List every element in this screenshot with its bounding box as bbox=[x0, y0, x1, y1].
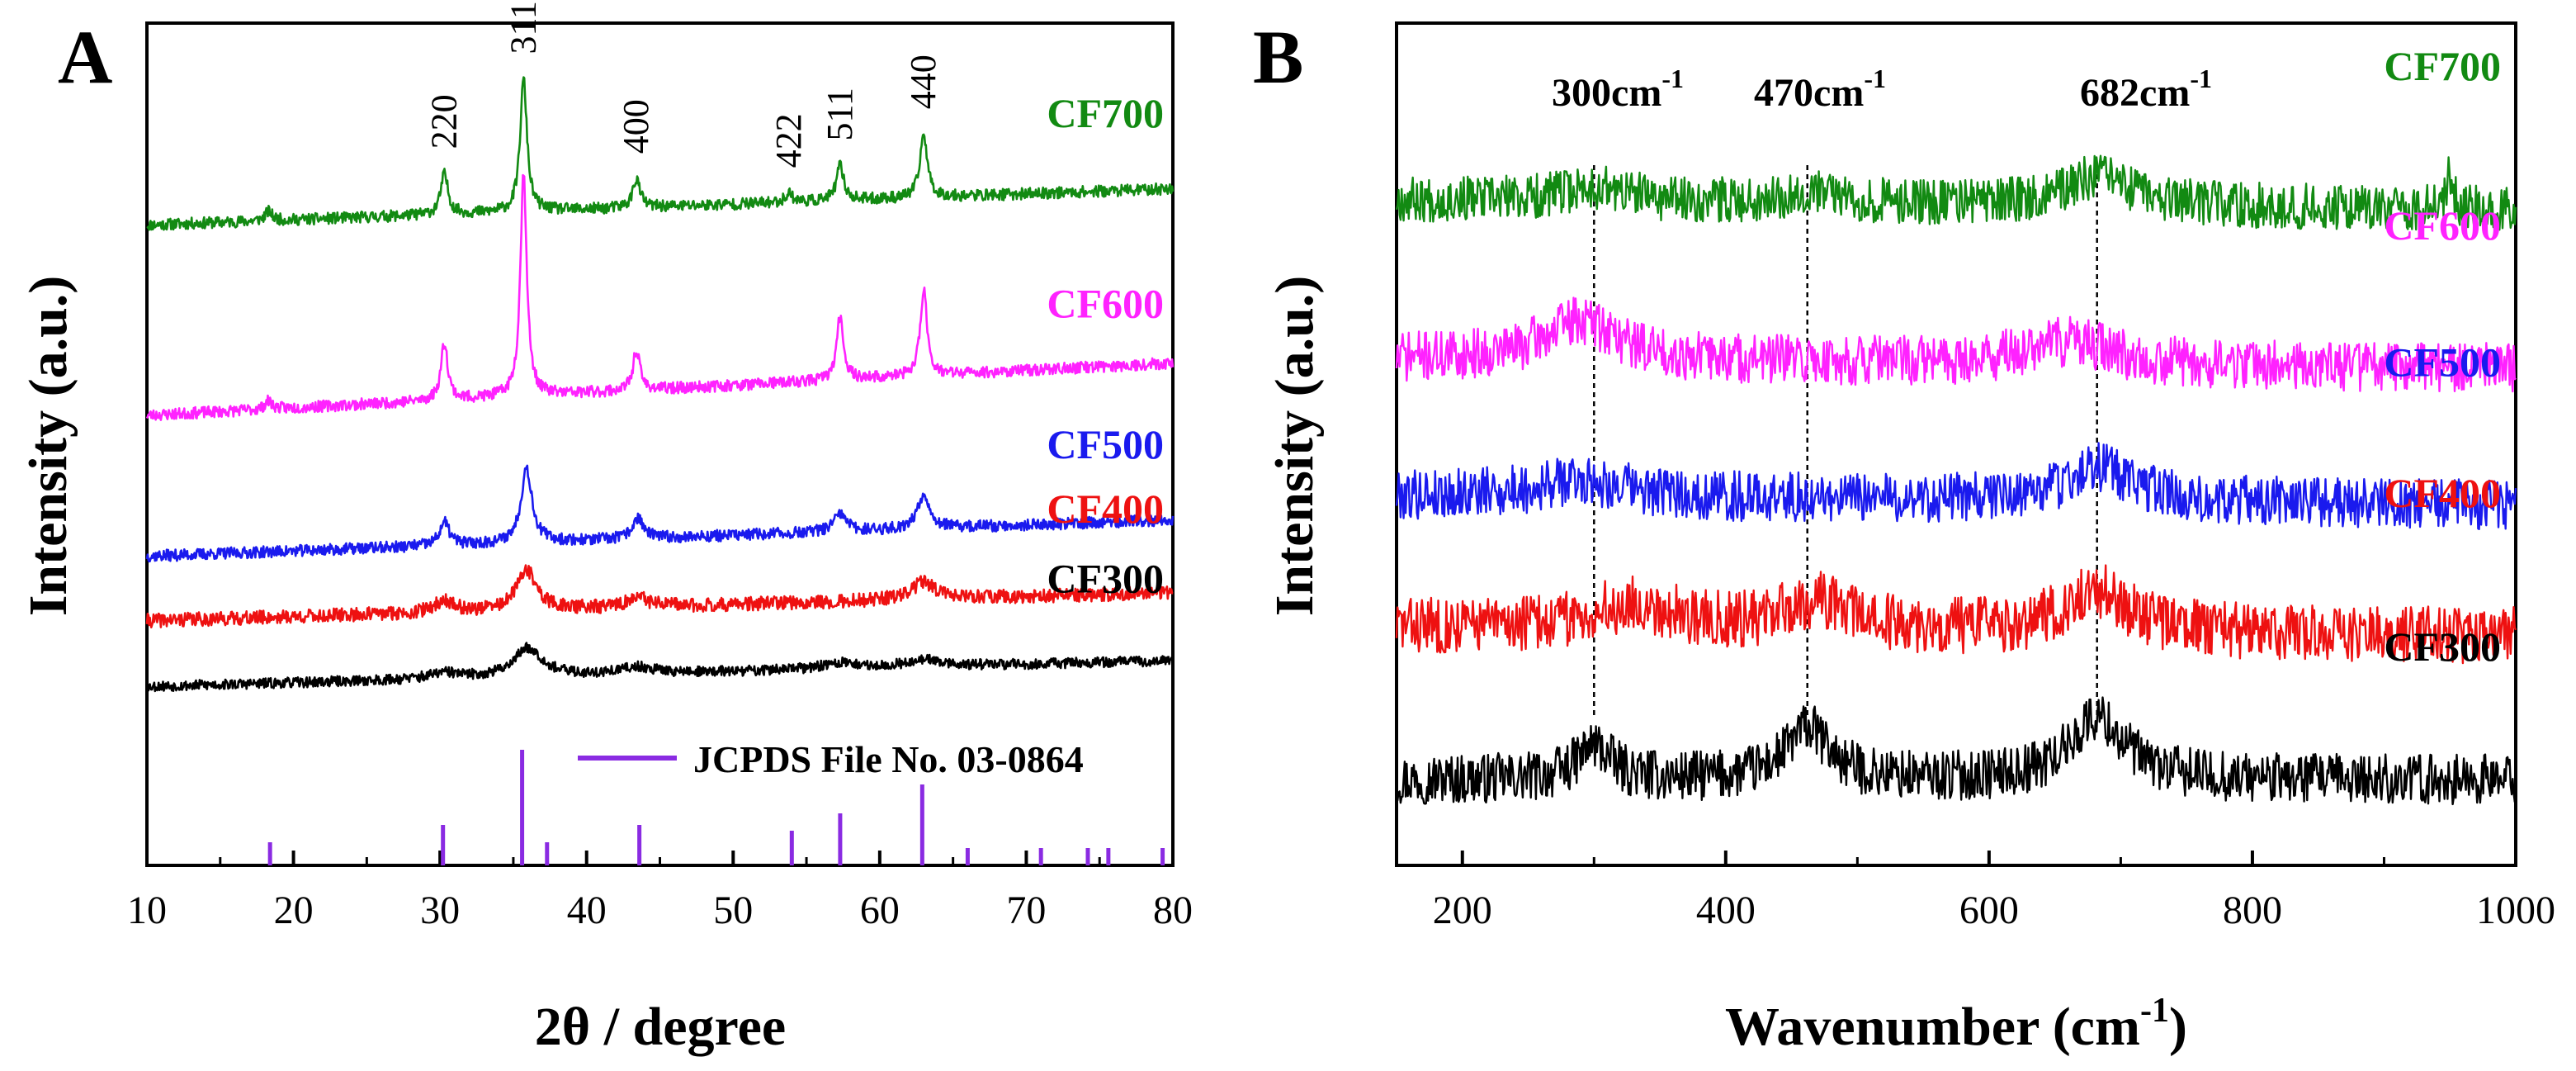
series-line-cf300 bbox=[1395, 696, 2517, 806]
panel-a-reference-legend: JCPDS File No. 03-0864 bbox=[578, 738, 1084, 780]
x-tick-label: 30 bbox=[420, 889, 460, 932]
peak-marker-label-sup: -1 bbox=[2190, 64, 2212, 93]
series-label-cf700: CF700 bbox=[1047, 90, 1164, 136]
panel-a-peak-labels: 220 311 400 422 511 440 bbox=[423, 1, 943, 168]
series-line-cf400 bbox=[1395, 564, 2517, 665]
series-label-cf600: CF600 bbox=[1047, 280, 1164, 326]
peak-label: 511 bbox=[820, 88, 860, 140]
series-label-cf700: CF700 bbox=[2384, 43, 2501, 89]
series-line-cf600 bbox=[145, 173, 1175, 421]
panel-a-y-axis-label: Intensity (a.u.) bbox=[18, 276, 78, 617]
x-tick-label: 70 bbox=[1006, 889, 1046, 932]
panel-b: B Intensity (a.u.) Wavenumber (cm-1) 200… bbox=[1253, 15, 2555, 1057]
series-line-cf500 bbox=[145, 464, 1175, 563]
peak-label: 220 bbox=[423, 94, 464, 149]
panel-a-x-ticks: 10 20 30 40 50 60 70 80 bbox=[127, 851, 1193, 932]
x-tick-label: 600 bbox=[1959, 889, 2019, 932]
peak-marker-label: 300cm-1 bbox=[1552, 64, 1684, 115]
series-line-cf600 bbox=[1395, 296, 2517, 393]
panel-b-x-ticks: 200 400 600 800 1000 bbox=[1433, 851, 2555, 932]
x-tick-label: 40 bbox=[567, 889, 607, 932]
x-tick-label: 10 bbox=[127, 889, 167, 932]
panel-b-peak-markers: 300cm-1 470cm-1 682cm-1 bbox=[1552, 64, 2212, 718]
peak-marker-label: 470cm-1 bbox=[1754, 64, 1886, 115]
panel-a-x-axis-label: 2θ / degree bbox=[535, 997, 786, 1057]
series-label-cf400: CF400 bbox=[2384, 470, 2501, 516]
series-label-cf500: CF500 bbox=[1047, 421, 1164, 467]
panel-b-plot-frame bbox=[1395, 21, 2517, 867]
x-tick-label: 800 bbox=[2223, 889, 2282, 932]
panel-b-label: B bbox=[1253, 15, 1303, 99]
peak-marker-label: 682cm-1 bbox=[2080, 64, 2212, 115]
x-tick-label: 1000 bbox=[2476, 889, 2555, 932]
panel-a-label: A bbox=[58, 15, 112, 99]
panel-a-series: CF700 CF600 CF500 CF400 CF300 bbox=[145, 76, 1175, 693]
panel-a-reference-bars bbox=[267, 750, 1165, 865]
panel-b-series: CF700 CF600 CF500 CF400 CF300 bbox=[1395, 43, 2517, 806]
peak-label: 440 bbox=[903, 54, 943, 109]
peak-label: 422 bbox=[768, 113, 809, 168]
panel-b-x-axis-label: Wavenumber (cm-1) bbox=[1725, 992, 2187, 1057]
panel-b-y-axis-label: Intensity (a.u.) bbox=[1264, 276, 1325, 617]
series-label-cf300: CF300 bbox=[1047, 556, 1164, 602]
series-line-cf400 bbox=[145, 564, 1174, 628]
peak-marker-label-base: 470cm bbox=[1754, 71, 1864, 115]
series-line-cf300 bbox=[145, 642, 1175, 693]
series-line-cf700 bbox=[146, 76, 1175, 231]
panel-b-x-axis-label-main: Wavenumber (cm bbox=[1725, 997, 2140, 1057]
reference-legend-label: JCPDS File No. 03-0864 bbox=[693, 738, 1084, 780]
panel-b-x-axis-label-tail: ) bbox=[2169, 997, 2187, 1057]
x-tick-label: 20 bbox=[274, 889, 314, 932]
peak-marker-label-base: 682cm bbox=[2080, 71, 2190, 115]
series-line-cf500 bbox=[1395, 442, 2517, 530]
series-label-cf400: CF400 bbox=[1047, 486, 1164, 532]
peak-marker-label-sup: -1 bbox=[1661, 64, 1684, 93]
x-tick-label: 400 bbox=[1696, 889, 1756, 932]
series-label-cf600: CF600 bbox=[2384, 202, 2501, 249]
peak-marker-label-sup: -1 bbox=[1864, 64, 1886, 93]
x-tick-label: 80 bbox=[1153, 889, 1193, 932]
x-tick-label: 60 bbox=[860, 889, 900, 932]
peak-label: 311 bbox=[503, 1, 543, 54]
series-label-cf300: CF300 bbox=[2384, 623, 2501, 670]
series-line-cf700 bbox=[1395, 154, 2517, 231]
peak-marker-label-base: 300cm bbox=[1552, 71, 1661, 115]
x-tick-label: 200 bbox=[1433, 889, 1492, 932]
panel-b-x-axis-label-sup: -1 bbox=[2140, 992, 2169, 1030]
series-label-cf500: CF500 bbox=[2384, 339, 2501, 385]
panel-a: A Intensity (a.u.) 2θ / degree 10 20 30 40 5… bbox=[18, 1, 1193, 1057]
x-tick-label: 50 bbox=[713, 889, 753, 932]
peak-label: 400 bbox=[616, 99, 656, 154]
